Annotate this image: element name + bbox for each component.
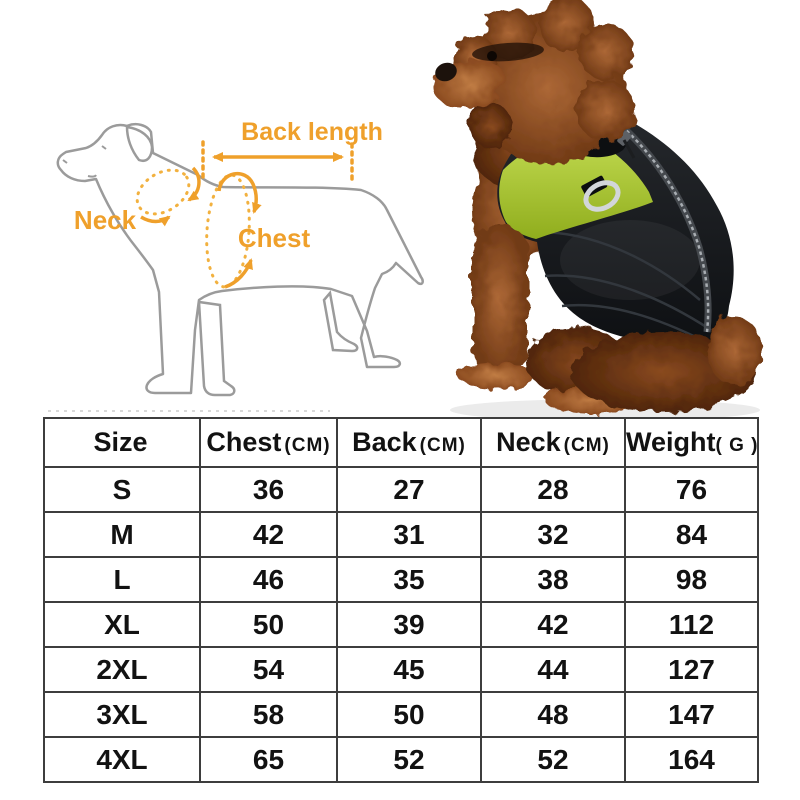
dog-outline-far-legs xyxy=(197,290,359,397)
size-cell: M xyxy=(43,511,201,558)
size-cell: 2XL xyxy=(43,646,201,693)
table-row: 3XL 58 50 48 147 xyxy=(43,691,759,738)
neck-cell: 52 xyxy=(480,736,626,783)
neck-arrow-right xyxy=(140,215,171,227)
header-back: Back (CM) xyxy=(336,417,482,468)
header-size: Size xyxy=(43,417,201,468)
dog-face-marks xyxy=(62,145,107,178)
back-cell: 50 xyxy=(336,691,482,738)
back-cell: 52 xyxy=(336,736,482,783)
chest-cell: 36 xyxy=(199,466,338,513)
back-cell: 39 xyxy=(336,601,482,648)
chest-arrow-bottom xyxy=(224,258,253,289)
neck-cell: 42 xyxy=(480,601,626,648)
neck-cell: 32 xyxy=(480,511,626,558)
back-length-label: Back length xyxy=(241,118,383,146)
size-cell: 3XL xyxy=(43,691,201,738)
weight-cell: 84 xyxy=(624,511,759,558)
table-row: M 42 31 32 84 xyxy=(43,511,759,558)
weight-cell: 147 xyxy=(624,691,759,738)
dog-eye xyxy=(487,51,497,61)
header-chest: Chest (CM) xyxy=(199,417,338,468)
measurement-annotations: Back length Neck Chest xyxy=(74,118,383,289)
neck-cell: 44 xyxy=(480,646,626,693)
zipper-pull-cord xyxy=(622,139,636,159)
dog-head-fur xyxy=(434,0,635,164)
chest-cell: 50 xyxy=(199,601,338,648)
table-row: L 46 35 38 98 xyxy=(43,556,759,603)
size-chart-table: Size Chest (CM) Back (CM) Neck (CM) Weight(… xyxy=(43,417,759,783)
dog-nose xyxy=(435,62,457,82)
table-row: XL 50 39 42 112 xyxy=(43,601,759,648)
weight-cell: 164 xyxy=(624,736,759,783)
d-ring xyxy=(583,180,621,212)
back-cell: 35 xyxy=(336,556,482,603)
neck-arrow-down xyxy=(187,166,201,202)
chest-cell: 54 xyxy=(199,646,338,693)
header-neck: Neck (CM) xyxy=(480,417,626,468)
dog-legs-fur xyxy=(458,225,762,414)
size-cell: S xyxy=(43,466,201,513)
dog-face xyxy=(435,42,544,82)
neck-cell: 48 xyxy=(480,691,626,738)
zipper-teeth xyxy=(616,121,710,333)
weight-cell: 112 xyxy=(624,601,759,648)
product-photo-dog-vest xyxy=(434,0,762,421)
chest-cell: 65 xyxy=(199,736,338,783)
table-row: S 36 27 28 76 xyxy=(43,466,759,513)
table-header-row: Size Chest (CM) Back (CM) Neck (CM) Weight(… xyxy=(43,417,759,468)
neck-cell: 28 xyxy=(480,466,626,513)
weight-cell: 76 xyxy=(624,466,759,513)
back-cell: 31 xyxy=(336,511,482,558)
back-cell: 45 xyxy=(336,646,482,693)
chest-label: Chest xyxy=(238,223,311,253)
weight-cell: 127 xyxy=(624,646,759,693)
dog-outline xyxy=(56,123,424,395)
chest-cell: 46 xyxy=(199,556,338,603)
weight-cell: 98 xyxy=(624,556,759,603)
table-row: 2XL 54 45 44 127 xyxy=(43,646,759,693)
measurement-diagram: Back length Neck Chest xyxy=(48,118,424,412)
neck-measure-ellipse xyxy=(135,168,191,216)
zipper-slider xyxy=(617,130,632,146)
chest-arrow-top xyxy=(217,171,262,214)
chest-cell: 42 xyxy=(199,511,338,558)
header-weight: Weight( G ) xyxy=(624,417,759,468)
neck-cell: 38 xyxy=(480,556,626,603)
neck-label: Neck xyxy=(74,205,137,235)
back-cell: 27 xyxy=(336,466,482,513)
table-row: 4XL 65 52 52 164 xyxy=(43,736,759,783)
chest-cell: 58 xyxy=(199,691,338,738)
size-cell: L xyxy=(43,556,201,603)
size-cell: XL xyxy=(43,601,201,648)
dog-ear xyxy=(125,125,154,162)
size-cell: 4XL xyxy=(43,736,201,783)
